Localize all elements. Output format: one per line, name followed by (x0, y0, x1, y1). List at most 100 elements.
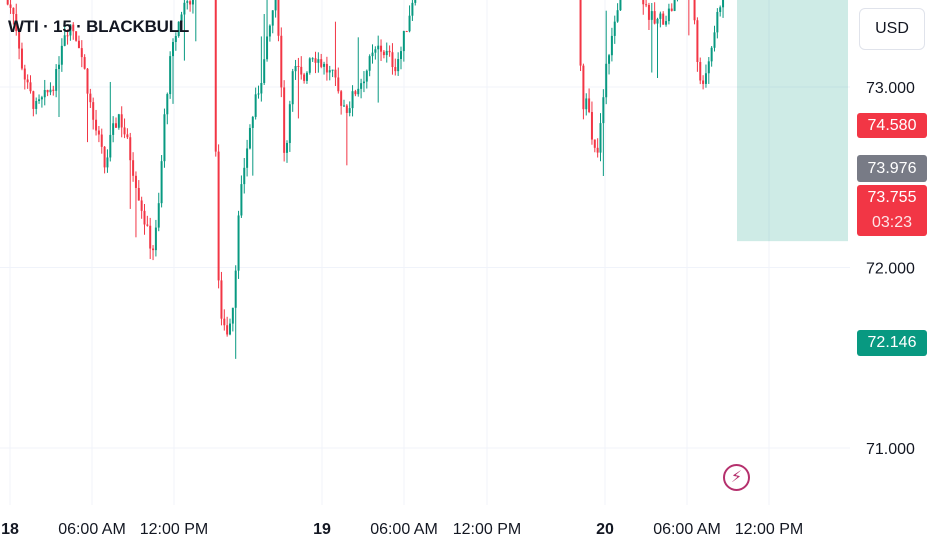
candle-body (656, 18, 659, 24)
candle-body (268, 25, 271, 37)
candle-body (83, 57, 86, 69)
candle-body (77, 40, 80, 49)
candle-body (137, 187, 140, 201)
candle-body (132, 160, 135, 176)
x-tick-label: 12:00 PM (453, 521, 521, 538)
candle-body (348, 108, 351, 113)
entry-price-label: 73.976 (867, 160, 917, 177)
candle-body (9, 4, 12, 8)
candle-body (667, 8, 670, 22)
candle-body (23, 68, 26, 80)
candle-body (106, 157, 109, 168)
candle-body (305, 72, 308, 81)
candle-body (126, 134, 129, 138)
candle-body (337, 77, 340, 92)
candle-body (95, 119, 98, 131)
candle-body (314, 58, 317, 63)
candle-body (385, 50, 388, 56)
candle-body (229, 323, 231, 335)
candle-body (696, 20, 699, 62)
candle-body (716, 11, 719, 33)
candle-body (60, 45, 63, 65)
x-tick-label: 20 (596, 521, 614, 538)
candle-body (650, 11, 653, 20)
x-tick-label: 06:00 AM (370, 521, 438, 538)
candle-body (266, 36, 269, 60)
x-axis-labels: 18 06:00 AM 12:00 PM 19 06:00 AM 12:00 PM 20 06… (1, 521, 803, 538)
y-tick-label: 72.000 (866, 261, 915, 278)
currency-button[interactable]: USD (859, 8, 925, 50)
candle-body (6, 0, 9, 5)
candle-body (382, 51, 385, 56)
candle-body (15, 14, 18, 32)
candle-body (340, 91, 343, 106)
candle-body (217, 151, 220, 281)
candle-body (719, 7, 722, 12)
candle-body (616, 10, 619, 22)
candle-body (408, 15, 411, 32)
candle-body (400, 51, 402, 60)
candle-body (97, 130, 100, 135)
candle-body (109, 134, 112, 158)
position-zones (737, 0, 848, 242)
candle-body (590, 112, 593, 140)
candle-body (166, 94, 169, 115)
last-price-tag: 73.755 03:23 (857, 185, 927, 236)
candle-body (223, 318, 226, 326)
candle-body (280, 35, 283, 88)
candle-body (334, 69, 337, 78)
candle-body (593, 139, 596, 148)
candle-body (380, 45, 383, 52)
candle-body (146, 224, 149, 226)
candle-body (402, 31, 405, 52)
candle-body (46, 89, 49, 93)
candle-body (294, 66, 297, 72)
candle-body (115, 123, 117, 128)
candle-body (49, 89, 52, 93)
candle-body (32, 91, 35, 109)
candle-body (704, 73, 707, 84)
lightning-icon[interactable]: ⚡︎ (723, 464, 750, 491)
candle-body (38, 99, 41, 102)
x-tick-label: 06:00 AM (58, 521, 126, 538)
candle-body (653, 11, 656, 24)
candle-body (72, 24, 75, 32)
candle-body (354, 91, 357, 95)
candle-body (75, 31, 78, 41)
candle-body (52, 89, 55, 91)
take-profit-price-label: 72.146 (867, 334, 917, 351)
y-tick-label: 73.000 (866, 80, 915, 97)
candle-body (283, 87, 286, 153)
candle-body (89, 93, 92, 103)
candle-body (645, 4, 648, 6)
candle-body (345, 105, 348, 113)
candle-body (226, 325, 229, 335)
candle-body (713, 32, 716, 48)
candle-body (100, 134, 103, 147)
candle-body (599, 123, 602, 153)
candle-body (260, 82, 263, 94)
take-profit-zone (737, 0, 848, 242)
candle-body (414, 0, 417, 3)
candle-body (368, 56, 371, 71)
candle-body (297, 66, 300, 68)
candle-body (665, 21, 668, 25)
candle-body (317, 59, 320, 63)
candle-body (240, 184, 243, 216)
candle-body (608, 55, 611, 64)
candle-body (286, 142, 288, 153)
candle-body (177, 21, 180, 37)
candle-body (58, 64, 60, 70)
candle-body (699, 61, 702, 81)
candle-body (362, 81, 365, 84)
candle-body (300, 66, 303, 75)
x-tick-label: 12:00 PM (735, 521, 803, 538)
candle-body (143, 210, 146, 225)
x-tick-label: 12:00 PM (140, 521, 208, 538)
candle-body (160, 161, 163, 204)
candle-body (129, 137, 132, 161)
candle-body (237, 215, 240, 271)
